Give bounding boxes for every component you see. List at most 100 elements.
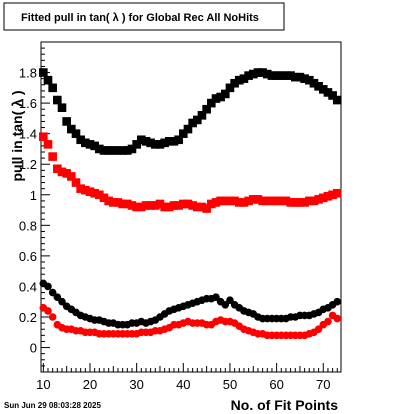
data-point <box>206 199 216 209</box>
data-point <box>76 135 85 145</box>
data-point <box>123 146 132 155</box>
data-point <box>332 188 342 198</box>
data-point <box>109 198 118 207</box>
data-point <box>174 201 183 210</box>
data-point <box>244 71 253 80</box>
data-point <box>188 118 197 128</box>
x-axis-label: No. of Fit Points <box>231 397 339 413</box>
data-point <box>333 314 342 323</box>
data-point <box>81 185 90 195</box>
data-point <box>239 198 249 207</box>
data-point <box>202 204 211 213</box>
data-point <box>216 196 225 206</box>
data-point <box>324 317 332 326</box>
data-point <box>141 201 151 210</box>
data-point <box>85 140 95 149</box>
data-point <box>81 138 90 148</box>
chart-title: Fitted pull in tan( λ ) for Global Rec A… <box>21 12 259 24</box>
data-point <box>109 146 118 155</box>
data-point <box>272 196 281 206</box>
data-point <box>188 201 197 210</box>
data-point <box>137 135 146 145</box>
data-point <box>323 88 333 97</box>
data-point <box>118 199 127 209</box>
data-point <box>220 89 230 99</box>
data-point <box>272 71 281 80</box>
x-tick-label: 70 <box>316 377 330 392</box>
data-point <box>99 146 109 155</box>
y-tick-label: 0.2 <box>19 310 37 325</box>
data-point <box>67 124 76 134</box>
data-point <box>137 202 146 212</box>
data-point <box>248 69 258 79</box>
data-point <box>211 94 221 103</box>
y-axis-label: pull in tan( λ ) <box>9 91 25 182</box>
data-point <box>53 95 62 105</box>
data-point <box>165 202 174 212</box>
x-tick-label: 50 <box>223 377 237 392</box>
data-point <box>314 325 323 334</box>
data-point <box>286 198 295 207</box>
data-point <box>309 78 319 88</box>
data-point <box>132 202 141 212</box>
data-point <box>48 152 57 161</box>
data-point <box>123 199 132 209</box>
data-point <box>44 307 52 315</box>
data-point <box>262 196 272 206</box>
data-point <box>197 202 207 212</box>
y-tick-label: 1.2 <box>19 157 37 172</box>
data-point <box>267 71 277 80</box>
axes: 10 20 30 40 50 60 70 0 0.2 0.4 0.6 0.8 1 1.2 1.4 1.6 1.8 <box>19 47 338 392</box>
data-point <box>318 193 328 203</box>
data-point <box>314 195 323 204</box>
data-point <box>174 135 183 145</box>
data-point <box>314 82 323 91</box>
data-point <box>160 202 169 212</box>
markers <box>39 68 342 340</box>
data-point <box>113 146 123 155</box>
data-point <box>295 72 305 82</box>
data-point <box>151 201 160 210</box>
y-tick-label: 1.6 <box>19 96 37 111</box>
data-point <box>53 293 62 301</box>
data-point <box>226 296 234 304</box>
data-point <box>290 72 300 82</box>
data-point <box>127 144 137 154</box>
data-point <box>160 138 169 148</box>
data-point <box>48 288 57 297</box>
data-point <box>206 98 216 108</box>
data-point <box>62 117 71 126</box>
data-point <box>221 300 230 309</box>
data-point <box>309 196 319 206</box>
y-tick-label: 1 <box>30 188 37 203</box>
data-point <box>48 83 57 93</box>
data-point <box>71 178 81 187</box>
data-point <box>90 188 99 198</box>
data-point <box>127 201 137 210</box>
data-point <box>318 85 328 94</box>
data-point <box>67 172 76 181</box>
data-point <box>332 95 342 105</box>
data-point <box>104 146 113 155</box>
data-point <box>248 195 258 204</box>
data-point <box>281 71 291 80</box>
data-point <box>141 137 151 146</box>
data-point <box>95 144 104 154</box>
data-point <box>212 293 220 301</box>
data-point <box>132 140 141 149</box>
x-tick-label: 40 <box>176 377 190 392</box>
data-point <box>276 71 286 80</box>
data-point <box>333 297 342 306</box>
data-point <box>290 198 300 207</box>
data-point <box>258 196 267 206</box>
data-point <box>39 68 48 77</box>
data-point <box>192 115 202 125</box>
data-point <box>295 198 305 207</box>
data-point <box>39 132 48 142</box>
data-point <box>244 196 253 206</box>
x-tick-label: 20 <box>83 377 97 392</box>
y-tick-label: 0.6 <box>19 249 37 264</box>
data-point <box>300 74 309 83</box>
data-point <box>202 104 211 114</box>
data-point <box>85 187 95 197</box>
